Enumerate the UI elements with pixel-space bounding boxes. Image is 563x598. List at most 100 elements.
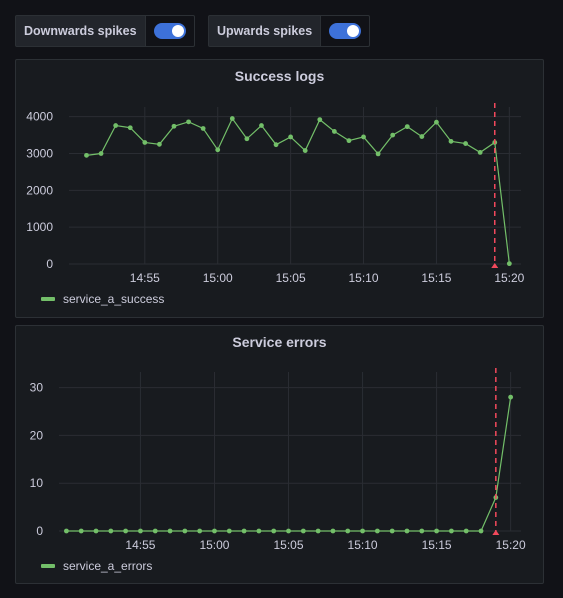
data-point [271, 528, 277, 534]
data-point [478, 528, 484, 534]
data-point [167, 528, 173, 534]
data-point [200, 126, 206, 131]
data-point [317, 117, 323, 123]
toggle-label: Upwards spikes [208, 15, 322, 47]
x-tick-label: 15:20 [496, 538, 526, 552]
data-point [404, 124, 410, 130]
x-tick-label: 14:55 [130, 271, 160, 285]
data-point [78, 528, 84, 534]
data-point [93, 528, 99, 534]
data-point [300, 528, 306, 534]
toggle-label: Downwards spikes [15, 15, 146, 47]
panel-title: Service errors [232, 334, 327, 350]
data-point [448, 138, 454, 144]
success-logs-chart: 0 1000 2000 3000 4000 14:55 15:00 15:05 15:10 15:… [26, 103, 525, 285]
data-point [64, 528, 69, 534]
y-tick-label: 4000 [26, 110, 53, 124]
y-tick-label: 1000 [26, 220, 53, 234]
y-tick-label: 30 [30, 381, 44, 395]
data-point [315, 528, 321, 534]
data-point [477, 150, 483, 155]
downwards-spikes-switch[interactable] [153, 23, 186, 39]
data-point [241, 528, 247, 534]
data-point [244, 136, 250, 142]
legend-label: service_a_success [63, 292, 165, 306]
annotation-marker-icon [491, 263, 499, 268]
data-point [389, 528, 395, 534]
success-logs-panel: Success logs 0 1000 2000 3000 4000 14:55 15:00… [15, 59, 544, 318]
data-point [157, 141, 162, 147]
data-point [171, 123, 177, 129]
x-tick-label: 15:15 [422, 538, 452, 552]
data-point [286, 528, 291, 534]
data-point [404, 528, 410, 534]
data-point [197, 528, 203, 534]
toggle-upwards-spikes: Upwards spikes [208, 15, 371, 47]
x-tick-label: 15:00 [203, 271, 233, 285]
data-point [508, 394, 514, 400]
data-point [108, 528, 114, 534]
switch-knob [347, 25, 360, 37]
data-point [138, 528, 143, 534]
y-tick-label: 3000 [26, 147, 53, 161]
toggle-container [321, 15, 371, 47]
data-point [123, 528, 129, 534]
data-point [256, 528, 262, 534]
y-tick-label: 0 [36, 524, 43, 538]
data-point [361, 134, 366, 140]
data-point [259, 123, 264, 128]
data-point [330, 528, 336, 534]
data-point [375, 151, 381, 157]
data-point [449, 528, 454, 534]
data-point [84, 152, 89, 158]
annotation-marker-icon [492, 530, 500, 535]
y-tick-label: 0 [46, 257, 53, 271]
data-point [463, 528, 469, 534]
data-point [113, 123, 119, 128]
legend-item[interactable]: service_a_success [41, 292, 164, 306]
data-point [434, 528, 439, 534]
data-point [229, 116, 235, 121]
data-point [302, 148, 308, 153]
toggle-downwards-spikes: Downwards spikes [15, 15, 195, 47]
y-tick-label: 10 [30, 476, 44, 490]
x-tick-label: 15:05 [276, 271, 306, 285]
data-point [186, 119, 191, 125]
data-point [419, 528, 425, 534]
data-point [127, 125, 133, 131]
x-tick-label: 15:10 [348, 538, 378, 552]
data-point [212, 528, 217, 534]
legend-label: service_a_errors [63, 559, 153, 573]
legend-swatch [41, 564, 55, 568]
data-point [346, 138, 352, 144]
data-point [419, 134, 425, 139]
data-point [288, 134, 294, 140]
data-point [345, 528, 351, 534]
data-point [273, 142, 279, 148]
data-point [142, 140, 148, 145]
legend-item[interactable]: service_a_errors [41, 559, 152, 573]
x-tick-label: 14:55 [125, 538, 155, 552]
data-point [226, 528, 232, 534]
x-tick-label: 15:10 [349, 271, 379, 285]
service-errors-chart: 0 10 20 30 14:55 15:00 15:05 15:10 15:15 15:20 [30, 368, 526, 552]
data-point [390, 132, 396, 138]
x-tick-label: 15:20 [494, 271, 524, 285]
legend-swatch [41, 297, 55, 301]
data-point [152, 528, 158, 534]
switch-knob [171, 25, 184, 37]
upwards-spikes-switch[interactable] [329, 23, 362, 39]
data-point [374, 528, 380, 534]
y-tick-label: 20 [30, 428, 44, 442]
x-tick-label: 15:15 [421, 271, 451, 285]
data-point [215, 147, 221, 153]
toggle-container [145, 15, 195, 47]
data-point [331, 129, 337, 134]
data-point [98, 151, 104, 156]
data-point [463, 141, 468, 146]
service-errors-panel: Service errors 0 10 20 30 14:55 15:00 15:05 15:… [15, 325, 544, 584]
x-tick-label: 15:05 [274, 538, 304, 552]
data-point [506, 261, 512, 267]
x-tick-label: 15:00 [199, 538, 229, 552]
data-point [182, 528, 188, 534]
